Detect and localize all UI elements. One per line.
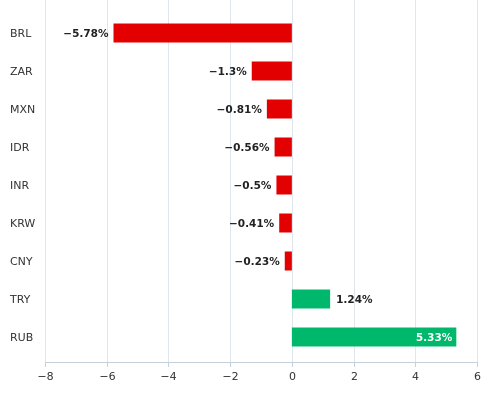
x-tick-label-3: −2 [222,370,238,383]
category-label-idr: IDR [10,141,30,154]
bar-mxn[interactable] [266,99,292,119]
value-label-try: 1.24% [336,294,373,306]
x-axis-ticks: −8 −6 −4 −2 0 2 4 6 [37,362,481,383]
x-tick-label-5: 2 [351,370,358,383]
value-label-inr: −0.5% [234,180,272,192]
category-labels: BRL ZAR MXN IDR INR KRW CNY TRY RUB [9,27,35,344]
value-label-mxn: −0.81% [217,104,263,116]
x-tick-label-0: −8 [37,370,53,383]
bar-rub[interactable] [291,327,457,347]
x-tick-label-6: 4 [412,370,419,383]
category-label-mxn: MXN [10,103,35,116]
bar-cny[interactable] [284,251,292,271]
x-tick-label-2: −4 [160,370,176,383]
category-label-krw: KRW [10,217,35,230]
bar-idr[interactable] [274,137,292,157]
category-label-zar: ZAR [10,65,33,78]
bar-krw[interactable] [279,213,292,233]
bar-zar[interactable] [251,61,292,81]
category-label-brl: BRL [10,27,32,40]
value-labels: −5.78% −1.3% −0.81% −0.56% −0.5% −0.41% −0.23%… [63,28,453,344]
value-label-idr: −0.56% [224,142,270,154]
value-label-brl: −5.78% [63,28,109,40]
x-tick-label-4: 0 [289,370,296,383]
bar-inr[interactable] [276,175,292,195]
category-label-cny: CNY [10,255,33,268]
bar-layer [113,23,457,347]
bar-try[interactable] [291,289,331,309]
value-label-zar: −1.3% [209,66,247,78]
category-label-inr: INR [10,179,29,192]
x-tick-label-7: 6 [474,370,481,383]
value-label-rub: 5.33% [416,332,453,344]
bar-brl[interactable] [113,23,292,43]
grid-layer [45,0,478,363]
x-tick-label-1: −6 [99,370,115,383]
value-label-cny: −0.23% [235,256,281,268]
value-label-krw: −0.41% [229,218,275,230]
category-label-try: TRY [9,293,31,306]
category-label-rub: RUB [10,331,33,344]
